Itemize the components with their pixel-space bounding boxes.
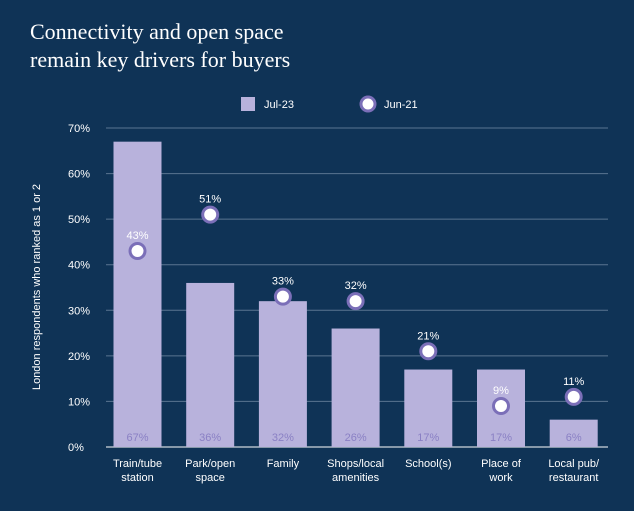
point-value-label: 32% <box>345 280 367 292</box>
x-tick-label: Local pub/ <box>548 458 600 470</box>
y-tick-label: 0% <box>68 442 84 454</box>
points: 43% 51% 33% 32% 21% 9% 11% <box>126 194 585 415</box>
bar-value-label: 6% <box>566 432 582 444</box>
bar <box>113 141 162 447</box>
point <box>346 292 365 311</box>
point-value-label: 21% <box>417 330 439 342</box>
point-value-label: 43% <box>126 230 148 242</box>
x-tick-label: Place of <box>481 458 522 470</box>
point <box>419 342 438 361</box>
bar <box>549 419 598 447</box>
y-axis-ticks: 0% 10% 20% 30% 40% 50% 60% 70% <box>68 123 90 454</box>
point <box>492 396 510 415</box>
x-tick-label: Park/open <box>185 458 235 470</box>
x-tick-label: amenities <box>332 472 380 484</box>
bar-value-label: 36% <box>199 432 221 444</box>
bar-value-label: 17% <box>490 432 512 444</box>
x-tick-label: Shops/local <box>327 458 384 470</box>
point <box>201 205 220 224</box>
y-tick-label: 20% <box>68 351 90 363</box>
bar-value-label: 26% <box>345 432 367 444</box>
x-tick-label: work <box>488 472 513 484</box>
chart-title: Connectivity and open space remain key d… <box>30 18 450 74</box>
bar-value-label: 67% <box>126 432 148 444</box>
y-axis-label: London respondents who ranked as 1 or 2 <box>31 184 43 390</box>
x-tick-label: School(s) <box>405 458 451 470</box>
y-tick-label: 60% <box>68 169 90 181</box>
chart-title-line-2: remain key drivers for buyers <box>30 47 291 72</box>
x-tick-label: Train/tube <box>113 458 162 470</box>
x-tick-label: space <box>196 472 225 484</box>
point-value-label: 9% <box>493 385 509 397</box>
x-tick-label: restaurant <box>549 472 599 484</box>
point-value-label: 11% <box>563 376 584 388</box>
point-value-label: 51% <box>199 194 221 206</box>
bar <box>331 328 380 447</box>
legend: Jul-23 Jun-21 <box>241 95 418 113</box>
legend-swatch-jul-23 <box>241 97 255 111</box>
point <box>273 287 292 306</box>
bar-value-label: 17% <box>417 432 439 444</box>
y-tick-label: 50% <box>68 214 90 226</box>
legend-label-jul-23: Jul-23 <box>264 99 294 111</box>
bar <box>258 301 307 447</box>
chart-title-line-1: Connectivity and open space <box>30 19 284 44</box>
bar <box>404 369 453 447</box>
legend-marker-jun-21 <box>359 95 377 113</box>
y-tick-label: 40% <box>68 260 90 272</box>
y-tick-label: 10% <box>68 396 90 408</box>
y-tick-label: 70% <box>68 123 90 135</box>
point <box>128 242 147 261</box>
category-labels: Train/tube station Park/open space Family Sho… <box>113 458 600 484</box>
x-tick-label: Family <box>267 458 300 470</box>
bar <box>186 282 235 447</box>
x-tick-label: station <box>121 472 153 484</box>
y-tick-label: 30% <box>68 305 90 317</box>
bar-value-label: 32% <box>272 432 294 444</box>
legend-label-jun-21: Jun-21 <box>384 99 418 111</box>
point <box>564 387 583 406</box>
point-value-label: 33% <box>272 276 294 288</box>
